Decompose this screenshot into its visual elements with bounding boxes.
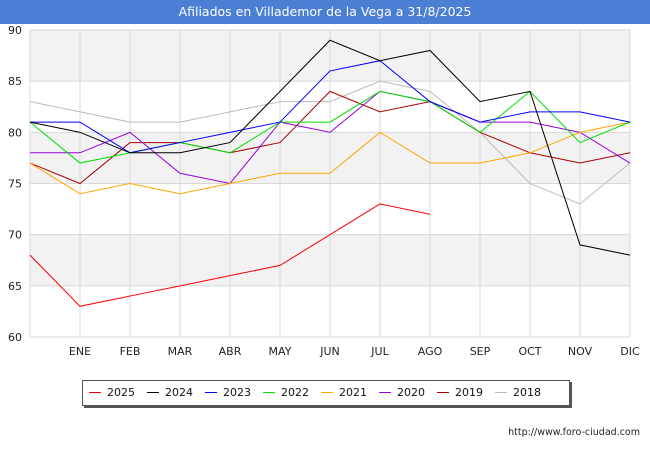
x-tick-label: DIC xyxy=(620,345,640,358)
x-tick-label: OCT xyxy=(518,345,541,358)
title-bar xyxy=(0,0,650,24)
legend-swatch xyxy=(147,392,159,393)
x-tick-label: JUN xyxy=(319,345,340,358)
series-line-2020 xyxy=(30,90,631,185)
x-tick-label: MAY xyxy=(269,345,292,358)
y-tick-label: 85 xyxy=(8,75,22,88)
series-line-2025 xyxy=(29,203,431,307)
footer-url: http://www.foro-ciudad.com xyxy=(508,427,640,438)
x-tick-label: MAR xyxy=(168,345,193,358)
series-line-2024 xyxy=(29,39,631,256)
legend-swatch xyxy=(379,392,391,393)
legend-label: 2021 xyxy=(339,386,367,399)
x-tick-label: JUL xyxy=(370,345,389,358)
x-tick-label: ABR xyxy=(219,345,242,358)
legend-swatch xyxy=(205,392,217,393)
series-line-2021 xyxy=(29,121,631,195)
legend: 2025 2024 2023 2022 2021 2020 2019 2018 xyxy=(82,380,570,406)
legend-label: 2024 xyxy=(165,386,193,399)
legend-swatch xyxy=(495,392,507,393)
legend-label: 2022 xyxy=(281,386,309,399)
series-line-2018 xyxy=(29,80,631,205)
x-axis-ticks: ENE FEB MAR ABR MAY JUN JUL AGO SEP OCT NOV DIC xyxy=(69,345,640,358)
y-axis-ticks: 60 65 70 75 80 85 90 xyxy=(8,24,22,344)
legend-label: 2020 xyxy=(397,386,425,399)
legend-label: 2019 xyxy=(455,386,483,399)
legend-swatch xyxy=(89,392,101,393)
y-tick-label: 80 xyxy=(8,126,22,139)
legend-label: 2023 xyxy=(223,386,251,399)
x-tick-label: ENE xyxy=(69,345,91,358)
y-tick-label: 60 xyxy=(8,331,22,344)
legend-label: 2018 xyxy=(513,386,541,399)
legend-swatch xyxy=(437,392,449,393)
y-tick-label: 70 xyxy=(8,229,22,242)
y-tick-label: 65 xyxy=(8,280,22,293)
x-tick-label: SEP xyxy=(470,345,491,358)
y-tick-label: 75 xyxy=(8,178,22,191)
legend-swatch xyxy=(321,392,333,393)
x-tick-label: FEB xyxy=(120,345,141,358)
x-tick-label: NOV xyxy=(568,345,593,358)
legend-label: 2025 xyxy=(107,386,135,399)
legend-swatch xyxy=(263,392,275,393)
y-tick-label: 90 xyxy=(8,24,22,37)
x-tick-label: AGO xyxy=(418,345,443,358)
chart-title: Afiliados en Villademor de la Vega a 31/… xyxy=(178,4,472,19)
series-lines xyxy=(29,39,631,307)
